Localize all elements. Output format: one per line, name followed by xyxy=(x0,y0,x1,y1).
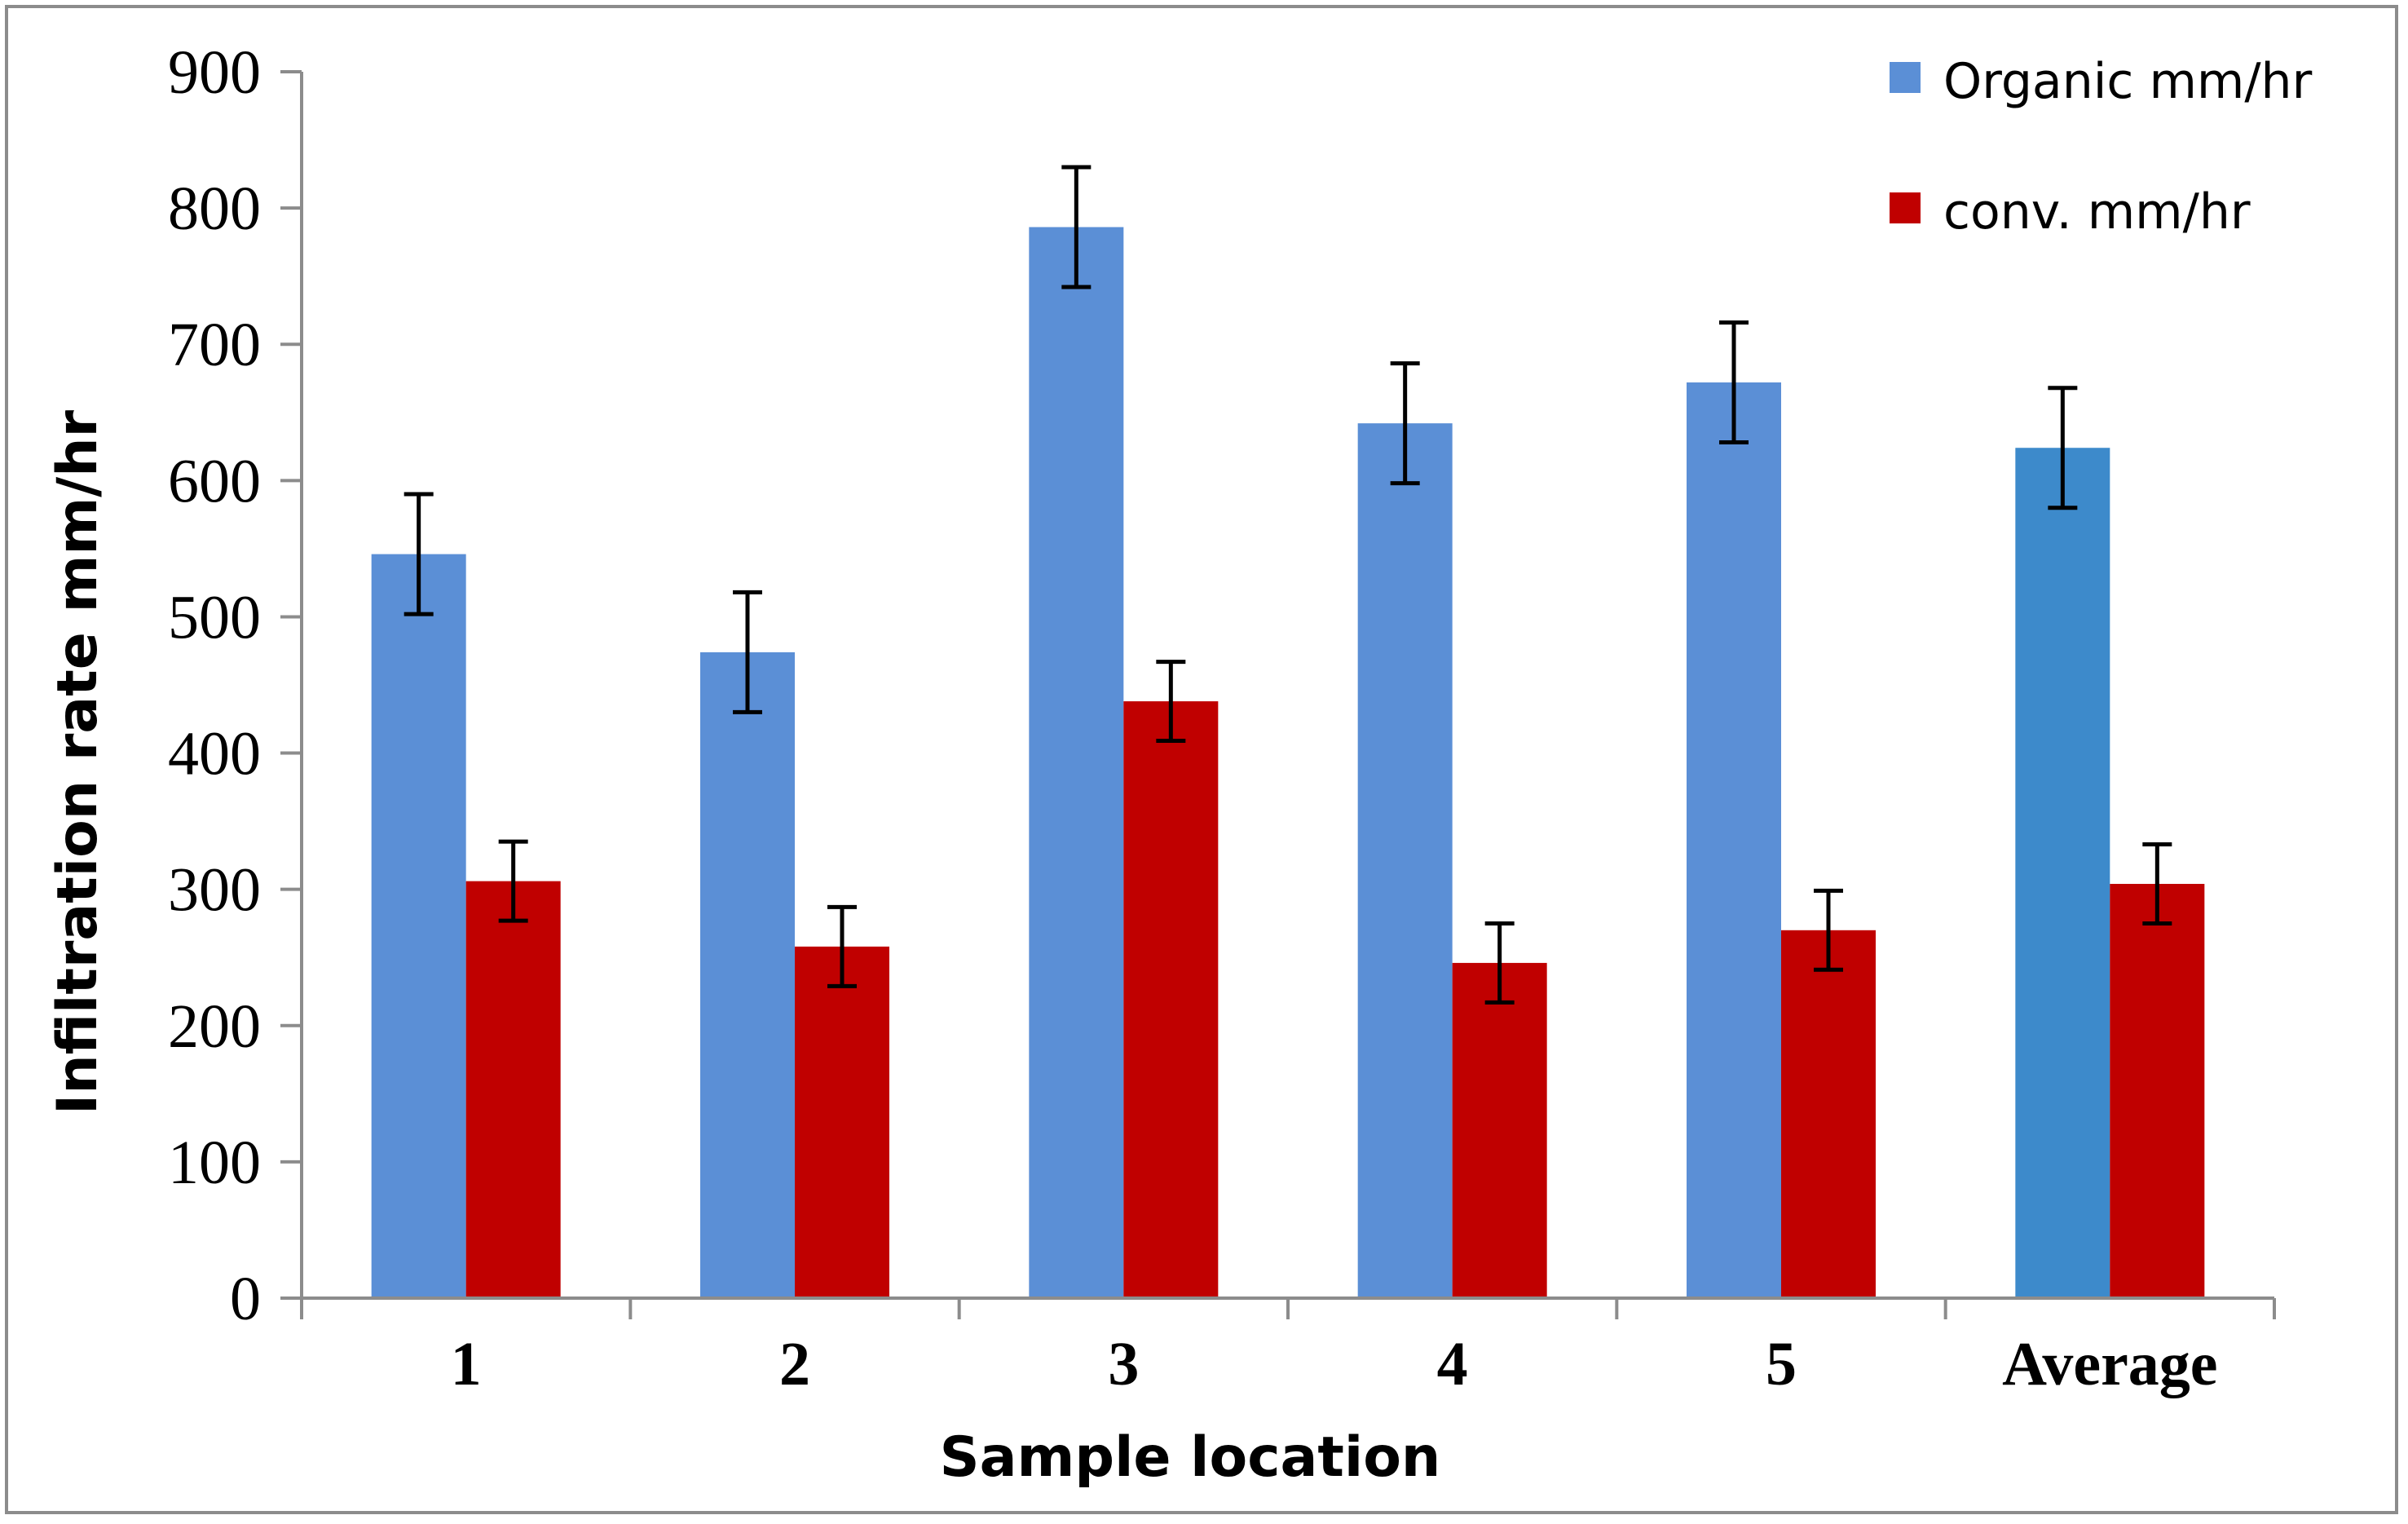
y-tick-label: 300 xyxy=(168,856,261,925)
y-tick-label: 500 xyxy=(168,583,261,652)
legend-swatch-conv xyxy=(1890,192,1921,223)
x-tick-label: 1 xyxy=(451,1330,482,1398)
legend: Organic mm/hr conv. mm/hr xyxy=(1890,53,2313,241)
bar-organic-1 xyxy=(371,554,466,1298)
y-tick-label: 900 xyxy=(168,38,261,107)
x-tick-label: 5 xyxy=(1766,1330,1797,1398)
legend-label-organic: Organic mm/hr xyxy=(1943,53,2313,110)
bar-conv-1 xyxy=(465,881,561,1298)
legend-swatch-organic xyxy=(1890,62,1921,93)
bar-organic-2 xyxy=(700,652,795,1298)
bar-conv-2 xyxy=(795,946,889,1298)
bar-organic-average xyxy=(2015,448,2110,1298)
x-tick-label: 2 xyxy=(779,1330,810,1398)
y-tick-label: 600 xyxy=(168,447,261,515)
bar-conv-3 xyxy=(1123,701,1219,1298)
y-tick-label: 800 xyxy=(168,174,261,243)
bar-conv-average xyxy=(2110,883,2205,1298)
x-tick-label: 3 xyxy=(1108,1330,1139,1398)
bar-conv-4 xyxy=(1452,962,1547,1298)
y-tick-label: 700 xyxy=(168,311,261,379)
legend-label-conv: conv. mm/hr xyxy=(1943,183,2251,241)
bar-organic-5 xyxy=(1687,382,1781,1299)
y-tick-label: 400 xyxy=(168,720,261,789)
y-tick-label: 200 xyxy=(168,992,261,1061)
error-bars-layer xyxy=(404,165,2172,1005)
y-axis-title: Infiltration rate mm/hr xyxy=(46,409,110,1115)
x-axis-title: Sample location xyxy=(940,1425,1441,1490)
bar-organic-4 xyxy=(1357,423,1453,1298)
y-tick-label: 100 xyxy=(168,1129,261,1197)
bar-conv-5 xyxy=(1781,930,1876,1298)
y-ticks: 0 100 200 300 400 500 600 700 800 900 xyxy=(168,38,302,1333)
x-tick-label: 4 xyxy=(1437,1330,1468,1398)
y-tick-label: 0 xyxy=(230,1265,261,1333)
x-ticks: 1 2 3 4 5 Average xyxy=(300,1298,2276,1398)
bar-organic-3 xyxy=(1029,227,1124,1299)
bars-layer xyxy=(371,227,2205,1299)
x-tick-label: Average xyxy=(2002,1330,2217,1398)
axes-layer xyxy=(300,72,2274,1300)
